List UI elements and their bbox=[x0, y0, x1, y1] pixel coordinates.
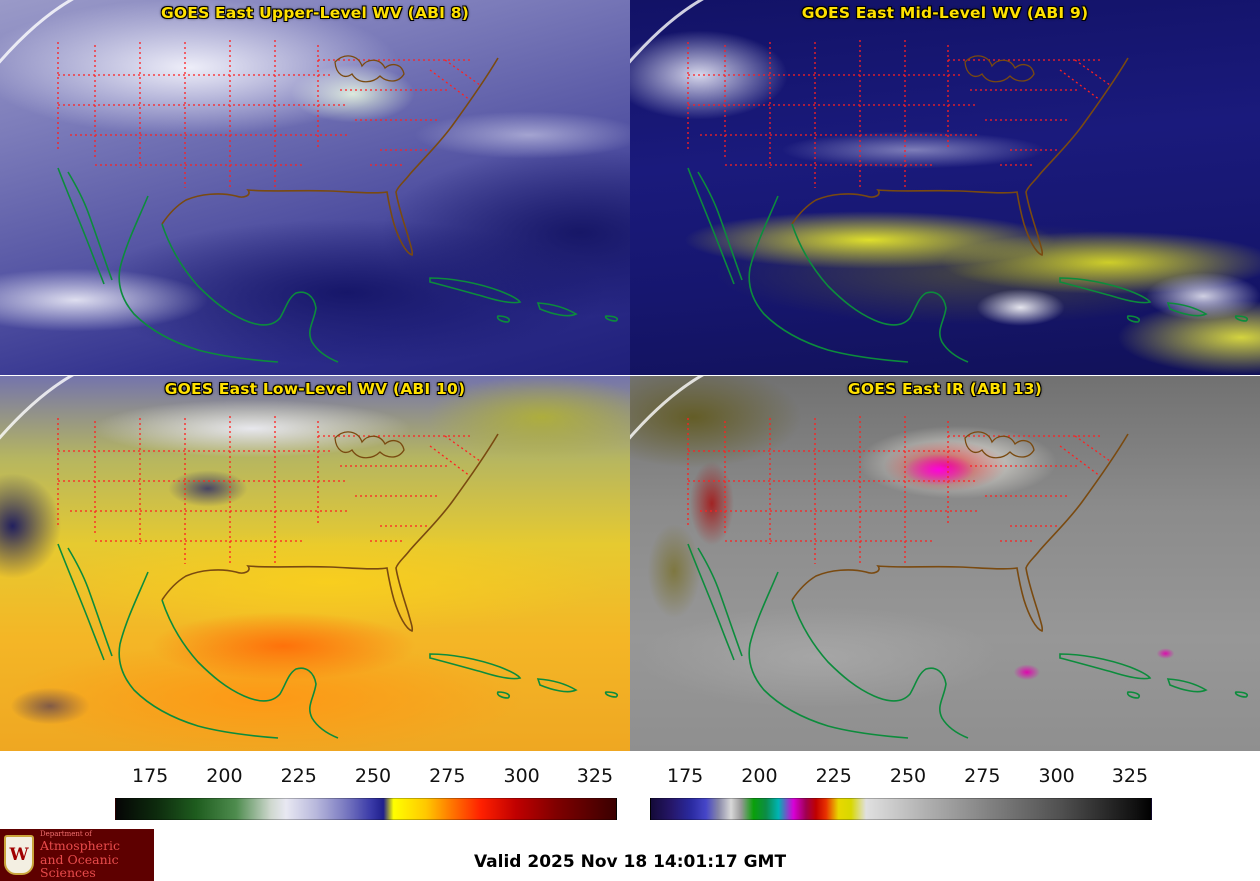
tick-label: 250 bbox=[354, 765, 392, 787]
crest-monogram: W bbox=[9, 845, 29, 865]
valid-time-label: Valid 2025 Nov 18 14:01:17 GMT bbox=[473, 852, 787, 872]
logo-dept-label: Department of bbox=[40, 830, 92, 839]
panel-upper-level-wv: GOES East Upper-Level WV (ABI 8) bbox=[0, 0, 630, 375]
tick-label: 325 bbox=[576, 765, 614, 787]
tick-label: 250 bbox=[889, 765, 927, 787]
panel-title: GOES East IR (ABI 13) bbox=[847, 380, 1043, 398]
map-overlay bbox=[0, 0, 619, 364]
colorbar-wv-gradient bbox=[115, 798, 617, 820]
tick-label: 225 bbox=[815, 765, 852, 787]
panel-mid-level-wv: GOES East Mid-Level WV (ABI 9) bbox=[630, 0, 1260, 375]
tick-label: 325 bbox=[1111, 765, 1149, 787]
map-overlay bbox=[630, 0, 1249, 364]
uw-aos-logo: W Department of Atmospheric and Oceanic … bbox=[0, 829, 154, 881]
tick-label: 200 bbox=[741, 765, 778, 787]
tick-label: 200 bbox=[206, 765, 243, 787]
tick-label: 225 bbox=[280, 765, 317, 787]
colorbar-wv: 175 200 225 250 275 300 325 bbox=[115, 763, 617, 823]
map-overlay bbox=[0, 376, 619, 740]
footer: W Department of Atmospheric and Oceanic … bbox=[0, 829, 1260, 881]
tick-label: 175 bbox=[131, 765, 169, 787]
colorbar-ir-ticks: 175 200 225 250 275 300 325 bbox=[650, 763, 1152, 794]
tick-label: 275 bbox=[964, 765, 1001, 787]
logo-line2: and Oceanic Sciences bbox=[40, 851, 119, 880]
tick-label: 275 bbox=[429, 765, 466, 787]
colorbar-ir-gradient bbox=[650, 798, 1152, 820]
tick-label: 300 bbox=[503, 765, 540, 787]
panel-divider bbox=[0, 375, 1260, 376]
map-overlay bbox=[630, 376, 1249, 740]
colorbar-ir: 175 200 225 250 275 300 325 bbox=[650, 763, 1152, 823]
panel-ir: GOES East IR (ABI 13) bbox=[630, 376, 1260, 751]
logo-line1: Atmospheric bbox=[40, 838, 121, 854]
colorbar-wv-ticks: 175 200 225 250 275 300 325 bbox=[115, 763, 617, 794]
tick-label: 175 bbox=[666, 765, 704, 787]
panel-low-level-wv: GOES East Low-Level WV (ABI 10) bbox=[0, 376, 630, 751]
panel-title: GOES East Low-Level WV (ABI 10) bbox=[164, 380, 466, 398]
tick-label: 300 bbox=[1038, 765, 1075, 787]
panel-title: GOES East Mid-Level WV (ABI 9) bbox=[801, 4, 1089, 22]
logo-text: Department of Atmospheric and Oceanic Sc… bbox=[40, 830, 150, 880]
panel-title: GOES East Upper-Level WV (ABI 8) bbox=[160, 4, 470, 22]
uw-crest-icon: W bbox=[4, 835, 34, 875]
